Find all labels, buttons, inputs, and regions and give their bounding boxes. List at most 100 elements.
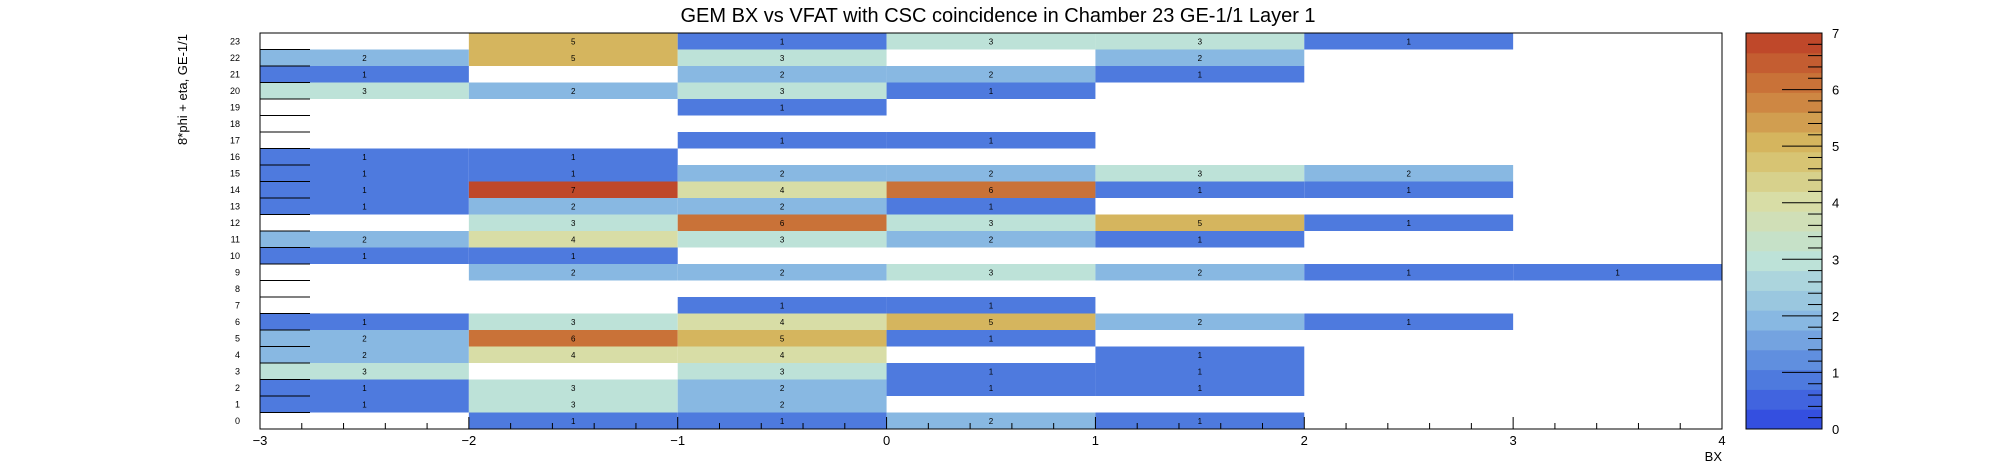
color-scale-band	[1746, 270, 1822, 291]
cell-value-label: 2	[989, 417, 994, 426]
heatmap-cell	[1304, 33, 1514, 50]
y-tick-label: 23	[230, 36, 240, 46]
cell-value-label: 1	[362, 153, 367, 162]
cell-value-label: 1	[1406, 186, 1411, 195]
cell-value-label: 3	[571, 400, 576, 409]
cell-value-label: 2	[571, 87, 576, 96]
heatmap-cell	[1095, 231, 1305, 248]
y-tick-label: 8	[235, 284, 240, 294]
cell-value-label: 1	[1198, 70, 1203, 79]
cell-value-label: 2	[989, 70, 994, 79]
y-tick-label: 15	[230, 168, 240, 178]
y-tick-label: 21	[230, 69, 240, 79]
cell-value-label: 1	[780, 37, 785, 46]
y-tick-label: 9	[235, 267, 240, 277]
cell-value-label: 1	[1198, 384, 1203, 393]
heatmap-cell	[886, 363, 1096, 380]
y-tick-label: 14	[230, 185, 240, 195]
y-tick-label: 13	[230, 201, 240, 211]
heatmap-cell	[677, 231, 887, 248]
cell-value-label: 5	[571, 54, 576, 63]
cell-value-label: 2	[1198, 54, 1203, 63]
y-tick-label: 12	[230, 218, 240, 228]
cell-value-label: 1	[362, 169, 367, 178]
cell-value-label: 1	[1406, 318, 1411, 327]
cell-value-label: 4	[571, 235, 576, 244]
cell-value-label: 1	[362, 318, 367, 327]
heatmap-cell	[886, 379, 1096, 396]
heatmap-cell	[886, 82, 1096, 99]
color-scale-label: 0	[1832, 422, 1839, 437]
color-scale-band	[1746, 112, 1822, 133]
heatmap-cell	[1304, 181, 1514, 198]
cell-value-label: 3	[780, 54, 785, 63]
cell-value-label: 2	[989, 235, 994, 244]
y-tick-label: 10	[230, 251, 240, 261]
color-scale-label: 6	[1832, 83, 1839, 98]
y-axis-title: 8*phi + eta, GE-1/1	[175, 34, 190, 145]
cell-value-label: 5	[780, 334, 785, 343]
cell-value-label: 1	[1198, 417, 1203, 426]
y-tick-label: 11	[231, 234, 240, 244]
cell-value-label: 2	[571, 268, 576, 277]
heatmap-cell	[1304, 214, 1514, 231]
heatmap-cell	[468, 49, 678, 66]
x-tick-label: 0	[883, 433, 890, 448]
heatmap-cell	[677, 264, 887, 281]
cell-value-label: 1	[362, 202, 367, 211]
cell-value-label: 1	[1406, 219, 1411, 228]
heatmap-cell	[468, 412, 678, 429]
y-tick-label: 7	[235, 300, 240, 310]
heatmap-cell	[260, 379, 469, 396]
heatmap-cell	[260, 165, 469, 182]
heatmap-cell	[260, 66, 469, 83]
color-scale-label: 7	[1832, 26, 1839, 41]
heatmap-cells: 5 1 3 3 1 2 5 3 2 1 2 2 1 3 2 3 1 1 1 1 1 1 1 1 2 2 3 2 1 7 4 6 1 1 1 2 2 1 3 6…	[260, 33, 1722, 429]
cell-value-label: 2	[362, 54, 367, 63]
cell-value-label: 1	[571, 153, 576, 162]
heatmap-cell	[468, 379, 678, 396]
cell-value-label: 1	[1406, 268, 1411, 277]
heatmap-cell	[468, 33, 678, 50]
cell-value-label: 1	[780, 103, 785, 112]
cell-value-label: 3	[571, 384, 576, 393]
y-tick-label: 17	[230, 135, 240, 145]
heatmap-cell	[1304, 264, 1514, 281]
color-scale-band	[1746, 171, 1822, 192]
heatmap-cell	[677, 330, 887, 347]
heatmap-cell	[1513, 264, 1722, 281]
x-tick-label: −3	[253, 433, 268, 448]
color-scale-band	[1746, 211, 1822, 232]
heatmap-cell	[677, 297, 887, 314]
heatmap-cell	[260, 49, 469, 66]
color-scale-band	[1746, 191, 1822, 212]
x-axis-title: BX	[1705, 449, 1723, 464]
y-tick-label: 20	[230, 86, 240, 96]
heatmap-cell	[1095, 363, 1305, 380]
cell-value-label: 3	[362, 87, 367, 96]
heatmap-cell	[1095, 49, 1305, 66]
heatmap-cell	[886, 214, 1096, 231]
heatmap-cell	[1095, 379, 1305, 396]
heatmap-cell	[468, 198, 678, 215]
heatmap-cell	[1095, 181, 1305, 198]
x-tick-label: 2	[1301, 433, 1308, 448]
heatmap-cell	[677, 99, 887, 116]
heatmap-cell	[468, 82, 678, 99]
cell-value-label: 3	[1198, 169, 1203, 178]
cell-value-label: 3	[780, 235, 785, 244]
heatmap-cell	[677, 379, 887, 396]
heatmap-cell	[468, 165, 678, 182]
heatmap-cell	[468, 214, 678, 231]
cell-value-label: 1	[362, 384, 367, 393]
color-scale-label: 3	[1832, 252, 1839, 267]
axes: −3 −2 −1 0 1 2 3 401234567891011121314151617181…	[230, 36, 1726, 448]
cell-value-label: 2	[780, 384, 785, 393]
cell-value-label: 3	[571, 318, 576, 327]
heatmap-cell	[886, 297, 1096, 314]
cell-value-label: 3	[989, 268, 994, 277]
cell-value-label: 1	[362, 400, 367, 409]
heatmap-cell	[886, 231, 1096, 248]
heatmap-cell	[1095, 165, 1305, 182]
heatmap-cell	[677, 346, 887, 363]
